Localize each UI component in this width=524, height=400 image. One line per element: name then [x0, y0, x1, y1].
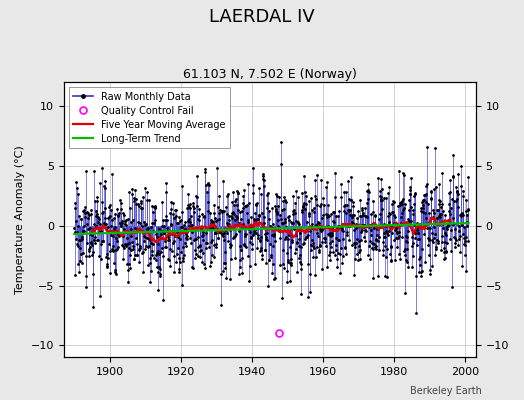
Y-axis label: Temperature Anomaly (°C): Temperature Anomaly (°C)	[15, 145, 25, 294]
Text: LAERDAL IV: LAERDAL IV	[209, 8, 315, 26]
Title: 61.103 N, 7.502 E (Norway): 61.103 N, 7.502 E (Norway)	[183, 68, 357, 81]
Text: Berkeley Earth: Berkeley Earth	[410, 386, 482, 396]
Legend: Raw Monthly Data, Quality Control Fail, Five Year Moving Average, Long-Term Tren: Raw Monthly Data, Quality Control Fail, …	[69, 87, 230, 148]
